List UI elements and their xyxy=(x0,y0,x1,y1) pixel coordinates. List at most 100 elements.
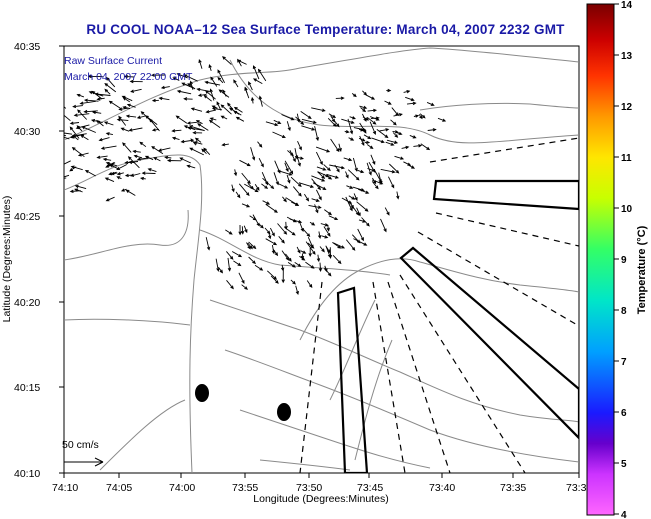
x-tick-label: 73:40 xyxy=(429,482,455,494)
current-vector xyxy=(323,226,331,237)
current-vector xyxy=(257,68,267,82)
current-vector xyxy=(209,88,215,101)
current-vector xyxy=(345,239,356,251)
current-vector xyxy=(325,245,331,254)
current-vector xyxy=(204,80,221,86)
current-vector xyxy=(205,109,216,114)
current-vector xyxy=(125,189,136,196)
current-vector xyxy=(83,98,99,102)
current-vector xyxy=(233,79,239,88)
current-vector xyxy=(272,248,279,257)
current-vector xyxy=(208,64,212,72)
current-vector xyxy=(104,88,111,95)
current-vector xyxy=(330,115,336,123)
colorbar-tick-label: 4 xyxy=(621,510,627,519)
current-vector xyxy=(104,177,115,183)
current-vector xyxy=(300,250,307,254)
current-vector xyxy=(349,201,354,209)
colorbar-tick-label: 11 xyxy=(621,153,632,164)
current-vector xyxy=(130,88,142,93)
current-vector xyxy=(248,81,253,91)
colorbar-ticks xyxy=(614,3,619,515)
current-vector xyxy=(116,176,122,180)
current-vector xyxy=(76,93,85,98)
current-vector xyxy=(84,169,96,177)
current-vector xyxy=(334,120,340,128)
current-vector xyxy=(267,233,272,240)
current-vector xyxy=(186,164,196,169)
y-axis-label: Latitude (Degrees:Minutes) xyxy=(1,196,13,323)
current-vector xyxy=(129,79,143,84)
current-vector xyxy=(281,269,285,284)
current-vector xyxy=(108,100,121,109)
y-tick-label: 40:10 xyxy=(14,468,40,480)
y-tick-marks xyxy=(59,45,64,474)
current-vector xyxy=(306,280,313,289)
colorbar-tick-label: 12 xyxy=(621,102,633,113)
current-vector xyxy=(298,221,304,233)
current-vector xyxy=(257,141,263,148)
current-vector xyxy=(192,130,203,135)
current-vector xyxy=(175,115,188,124)
current-vector xyxy=(139,176,146,181)
current-vector xyxy=(241,203,251,208)
current-vector xyxy=(356,207,361,217)
current-vector xyxy=(290,176,302,187)
current-vector xyxy=(183,74,198,82)
current-vector xyxy=(186,121,197,125)
current-vector xyxy=(252,78,263,84)
current-vector xyxy=(221,143,229,147)
current-vector xyxy=(240,226,245,235)
current-vector xyxy=(259,223,264,229)
current-vector xyxy=(317,171,326,180)
current-vector xyxy=(238,224,242,236)
current-vector xyxy=(348,137,355,141)
colorbar-tick-label: 8 xyxy=(621,306,627,317)
current-vector xyxy=(401,145,410,150)
current-vector xyxy=(120,127,130,132)
current-vector xyxy=(50,110,59,113)
current-vector xyxy=(408,164,416,169)
current-vector xyxy=(385,141,395,146)
current-vector xyxy=(371,179,384,185)
current-vector xyxy=(122,97,131,103)
x-tick-label: 73:50 xyxy=(296,482,322,494)
current-vector xyxy=(210,76,218,87)
x-axis-label: Longitude (Degrees:Minutes) xyxy=(253,493,388,505)
current-vector xyxy=(265,121,279,127)
current-vector xyxy=(384,100,392,105)
current-vector xyxy=(69,189,81,194)
current-vector xyxy=(363,134,372,140)
current-vector xyxy=(311,175,326,182)
current-vector xyxy=(392,130,399,134)
current-vector xyxy=(79,100,96,105)
current-vector xyxy=(282,196,287,203)
current-vector xyxy=(290,201,299,206)
current-vector xyxy=(317,171,330,178)
current-vector xyxy=(427,128,437,132)
current-vector xyxy=(190,107,203,112)
current-vector xyxy=(241,284,249,290)
y-tick-label: 40:35 xyxy=(14,41,40,53)
current-vector xyxy=(220,115,228,120)
current-vector xyxy=(218,266,223,274)
site-marker xyxy=(277,403,291,421)
colorbar-tick-label: 10 xyxy=(621,204,633,215)
current-vector xyxy=(358,188,370,194)
current-vector xyxy=(326,224,330,232)
current-vector xyxy=(208,119,221,128)
current-vector xyxy=(254,183,260,191)
current-vector xyxy=(368,161,376,173)
current-vector xyxy=(197,123,209,131)
current-vector xyxy=(233,260,242,267)
current-vector xyxy=(171,136,180,141)
current-vector xyxy=(295,116,305,126)
current-vector xyxy=(418,114,423,120)
current-vector xyxy=(69,121,80,125)
current-vector xyxy=(176,89,192,95)
current-vector xyxy=(247,182,255,190)
current-vector xyxy=(77,152,89,157)
colorbar-label: Temperature (°C) xyxy=(636,225,648,314)
current-vector xyxy=(248,241,257,250)
scale-label: 50 cm/s xyxy=(62,439,99,451)
